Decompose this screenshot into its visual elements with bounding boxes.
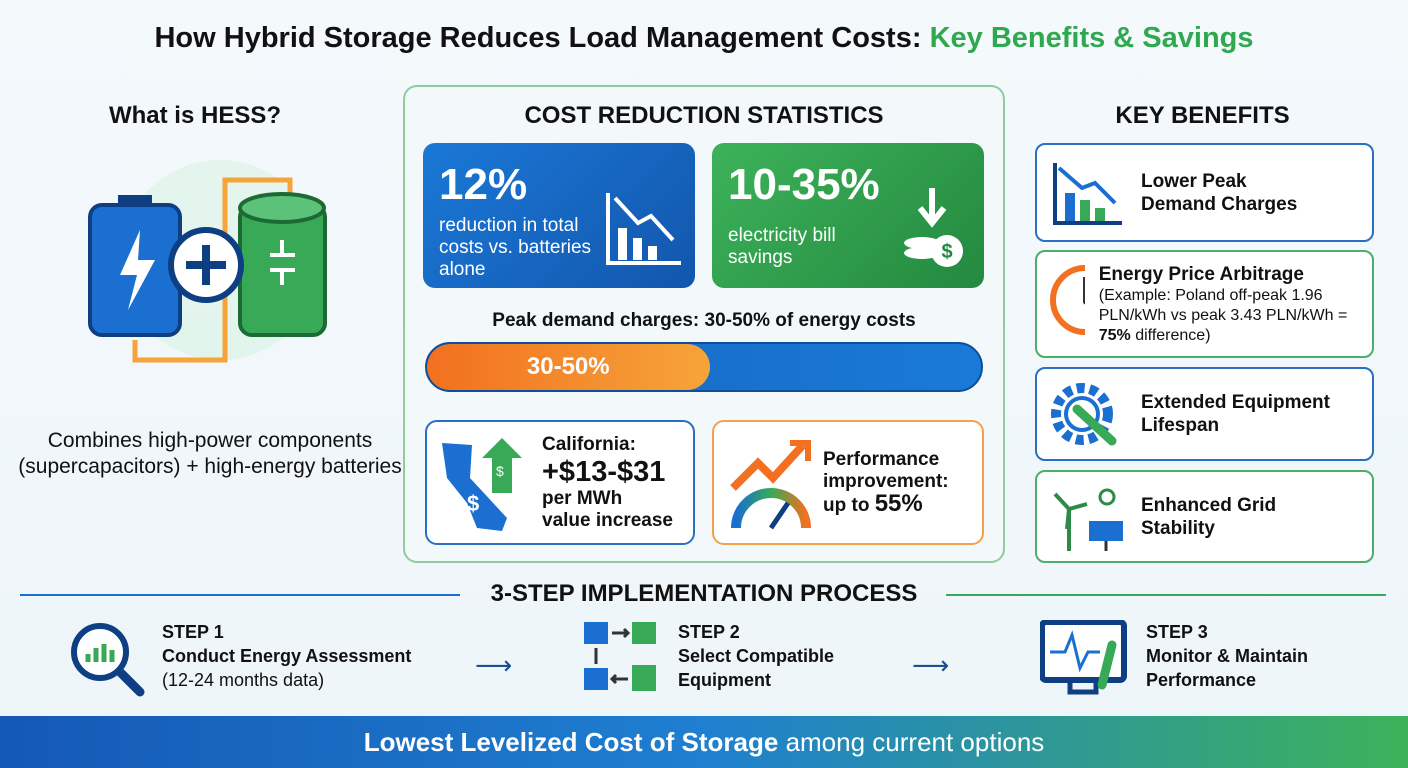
stat-text: reduction in total costs vs. batteries a… xyxy=(439,215,592,280)
california-unit: per MWh xyxy=(542,487,623,509)
declining-chart-icon xyxy=(1053,162,1122,225)
step-label: STEP 1 xyxy=(162,622,224,642)
benefit-detail: (Example: Poland off-peak 1.96 PLN/kWh v… xyxy=(1099,286,1362,346)
title-highlight: Key Benefits & Savings xyxy=(929,22,1254,54)
step-label: STEP 2 xyxy=(678,622,740,642)
step-1: STEP 1 Conduct Energy Assessment (12-24 mo… xyxy=(68,620,411,700)
stats-heading: COST REDUCTION STATISTICS xyxy=(524,102,884,129)
arrow-icon: ⟶ xyxy=(912,650,950,680)
performance-card: Performance improvement: up to 55% xyxy=(712,420,984,545)
detail-text-end: difference) xyxy=(1130,326,1211,344)
stat-card-total-costs: 12% reduction in total costs vs. batteri… xyxy=(423,143,695,288)
divider-right xyxy=(946,594,1386,596)
step-text: STEP 1 Conduct Energy Assessment (12-24 mo… xyxy=(162,620,411,692)
equipment-swap-icon xyxy=(584,622,656,691)
footer-rest: among current options xyxy=(778,726,1045,757)
stat-text: electricity bill savings xyxy=(728,225,836,268)
coins-down-arrow-icon: $ xyxy=(904,188,963,267)
detail-text: (Example: Poland off-peak 1.96 PLN/kWh v… xyxy=(1098,286,1348,324)
svg-text:$: $ xyxy=(941,241,952,263)
benefit-grid-stability: Enhanced Grid Stability xyxy=(1035,470,1374,563)
magnifier-chart-icon xyxy=(71,623,145,697)
california-card: $ $ California: +$13-$31 per MWh value incre… xyxy=(425,420,695,545)
step-2: STEP 2 Select Compatible Equipment xyxy=(582,620,834,695)
step-text: STEP 2 Select Compatible Equipment xyxy=(678,620,834,692)
step-label: STEP 3 xyxy=(1146,622,1208,642)
hess-illustration-icon xyxy=(88,160,327,363)
stat-card-bill-savings: 10-35% electricity bill savings $ xyxy=(712,143,984,288)
benefit-text: Energy Price Arbitrage (Example: Poland o… xyxy=(1099,263,1362,346)
svg-text:$: $ xyxy=(496,463,504,479)
peak-demand-bar-fill: 30-50% xyxy=(427,344,710,390)
peak-demand-bar: 30-50% xyxy=(425,342,983,392)
peak-caption: Peak demand charges: 30-50% of energy co… xyxy=(492,310,916,331)
step-3: STEP 3 Monitor & Maintain Performance xyxy=(1040,620,1308,700)
california-label: California: xyxy=(542,433,636,455)
gear-wrench-icon xyxy=(1051,383,1117,446)
step-line1: Monitor & Maintain xyxy=(1146,646,1308,666)
wind-solar-icon xyxy=(1053,488,1123,551)
performance-gauge-icon xyxy=(730,439,811,529)
hess-description: Combines high-power components (supercap… xyxy=(18,429,402,478)
arrow-icon: ⟶ xyxy=(475,650,513,680)
hess-heading: What is HESS? xyxy=(108,102,282,129)
benefit-lower-peak: Lower Peak Demand Charges xyxy=(1035,143,1374,242)
svg-text:$: $ xyxy=(467,491,479,516)
process-heading: 3-STEP IMPLEMENTATION PROCESS xyxy=(490,580,918,607)
benefits-heading: KEY BENEFITS xyxy=(1115,102,1290,129)
benefit-title: Energy Price Arbitrage xyxy=(1098,263,1304,285)
step-line2: (12-24 months data) xyxy=(162,670,325,690)
clock-coins-icon xyxy=(1050,264,1085,335)
detail-highlight: 75% xyxy=(1098,326,1131,344)
footer-bold: Lowest Levelized Cost of Storage xyxy=(363,726,779,757)
stat-value: 10-35% xyxy=(728,160,880,209)
stat-value: 12% xyxy=(439,160,528,209)
step-line2: Performance xyxy=(1146,670,1257,690)
page-title: How Hybrid Storage Reduces Load Manageme… xyxy=(0,22,1408,55)
performance-text: Performance improvement: up to 55% xyxy=(823,449,949,517)
benefit-title: Extended Equipment Lifespan xyxy=(1141,392,1330,436)
california-note: value increase xyxy=(542,509,673,531)
california-text: California: +$13-$31 per MWh value increase xyxy=(542,434,673,532)
performance-value: 55% xyxy=(874,489,923,517)
benefit-arbitrage: Energy Price Arbitrage (Example: Poland o… xyxy=(1035,250,1374,358)
step-line2: Equipment xyxy=(678,670,771,690)
step-line1: Select Compatible xyxy=(678,646,835,666)
footer-banner: Lowest Levelized Cost of Storage among c… xyxy=(0,716,1408,768)
benefit-title: Lower Peak Demand Charges xyxy=(1141,170,1298,215)
benefit-lifespan: Extended Equipment Lifespan xyxy=(1035,367,1374,461)
title-main: How Hybrid Storage Reduces Load Manageme… xyxy=(154,22,930,54)
california-map-icon: $$ xyxy=(442,437,522,531)
california-value: +$13-$31 xyxy=(542,455,666,488)
performance-label: Performance xyxy=(823,448,940,470)
step-text: STEP 3 Monitor & Maintain Performance xyxy=(1146,620,1308,692)
monitor-wrench-icon xyxy=(1040,620,1127,695)
performance-prefix: up to xyxy=(823,494,875,516)
performance-label-2: improvement: xyxy=(823,470,949,492)
divider-left xyxy=(20,594,460,596)
declining-chart-icon xyxy=(606,193,681,265)
benefit-title: Enhanced Grid Stability xyxy=(1141,494,1277,539)
step-line1: Conduct Energy Assessment xyxy=(162,646,412,666)
